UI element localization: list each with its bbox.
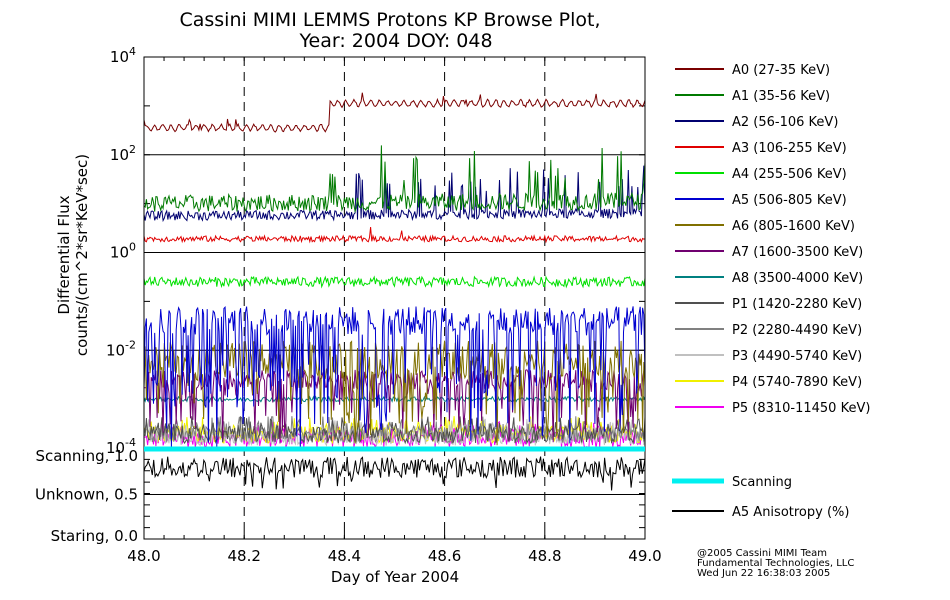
legend-label: A6 (805-1600 KeV)	[732, 219, 855, 234]
legend-entry: A8 (3500-4000 KeV)	[675, 271, 863, 286]
legend-entry: A4 (255-506 KeV)	[675, 167, 847, 182]
legend-entry: A5 (506-805 KeV)	[675, 193, 847, 208]
legend-label: A4 (255-506 KeV)	[732, 167, 847, 182]
legend-label: P2 (2280-4490 KeV)	[732, 323, 862, 338]
x-tick-label: 49.0	[628, 547, 661, 565]
credit-line-3: Wed Jun 22 16:38:03 2005	[697, 568, 830, 579]
lower-tick-label: Unknown, 0.5	[35, 486, 138, 504]
lower-panel: Scanning, 1.0 Unknown, 0.5 Staring, 0.0	[35, 446, 646, 545]
credits: @2005 Cassini MIMI Team Fundamental Tech…	[697, 548, 854, 579]
y-tick-label: 100	[110, 241, 136, 262]
x-tick-label: 48.0	[127, 547, 160, 565]
x-tick-label: 48.8	[528, 547, 561, 565]
legend-label: P1 (1420-2280 KeV)	[732, 297, 862, 312]
upper-panel: 104 102 100 10-2 10-4	[106, 45, 646, 539]
credit-line-1: @2005 Cassini MIMI Team	[697, 548, 827, 559]
x-axis: 48.0 48.2 48.4 48.6 48.8 49.0	[127, 57, 662, 565]
legend-label: P4 (5740-7890 KeV)	[732, 375, 862, 390]
legend-entry: A5 Anisotropy (%)	[672, 505, 849, 520]
anisotropy-line	[143, 456, 646, 491]
legend-entry: A6 (805-1600 KeV)	[675, 219, 855, 234]
lower-tick-label: Scanning, 1.0	[35, 447, 138, 465]
lower-plot-frame	[143, 447, 646, 540]
title-line-1: Cassini MIMI LEMMS Protons KP Browse Plo…	[179, 9, 600, 31]
chart-title: Cassini MIMI LEMMS Protons KP Browse Plo…	[179, 9, 600, 52]
y-tick-label: 10-4	[106, 436, 136, 457]
legend-label: A3 (106-255 KeV)	[732, 141, 847, 156]
legend-label: P5 (8310-11450 KeV)	[732, 401, 870, 416]
lower-tick-label: Staring, 0.0	[51, 527, 138, 545]
series-line-p1	[143, 415, 646, 445]
legend-label: A1 (35-56 KeV)	[732, 89, 830, 104]
legend-label: Scanning	[732, 475, 792, 490]
x-tick-label: 48.2	[227, 547, 260, 565]
legend-entry: A0 (27-35 KeV)	[675, 63, 830, 78]
y-tick-label: 104	[110, 45, 136, 66]
y-axis-label: Differential Flux counts/(cm^2*sr*KeV*se…	[55, 154, 91, 356]
y-label-line-1: Differential Flux	[55, 195, 73, 314]
legend-entry: A7 (1600-3500 KeV)	[675, 245, 863, 260]
legend-entry: Scanning	[672, 475, 792, 490]
series-line-a2	[143, 165, 646, 223]
legend-label: A0 (27-35 KeV)	[732, 63, 830, 78]
legend-entry: P5 (8310-11450 KeV)	[675, 401, 870, 416]
legend-entry: P1 (1420-2280 KeV)	[675, 297, 862, 312]
x-tick-label: 48.6	[428, 547, 461, 565]
legend-entry: P4 (5740-7890 KeV)	[675, 375, 862, 390]
legend-entry: A1 (35-56 KeV)	[675, 89, 830, 104]
legend: A0 (27-35 KeV) A1 (35-56 KeV) A2 (56-106 K…	[672, 63, 870, 520]
x-tick-label: 48.4	[328, 547, 361, 565]
series-line-a1	[143, 145, 646, 214]
legend-label: A5 Anisotropy (%)	[732, 505, 849, 520]
series-line-a6	[143, 340, 646, 446]
legend-entry: A3 (106-255 KeV)	[675, 141, 847, 156]
legend-label: P3 (4490-5740 KeV)	[732, 349, 862, 364]
series-line-a4	[143, 275, 646, 289]
legend-label: A5 (506-805 KeV)	[732, 193, 847, 208]
y-tick-label: 102	[110, 143, 136, 164]
legend-entry: A2 (56-106 KeV)	[675, 115, 838, 130]
legend-entry: P2 (2280-4490 KeV)	[675, 323, 862, 338]
y-tick-label: 10-2	[106, 338, 136, 359]
y-label-line-2: counts/(cm^2*sr*KeV*sec)	[73, 154, 91, 356]
x-axis-label: Day of Year 2004	[331, 568, 459, 586]
legend-label: A2 (56-106 KeV)	[732, 115, 838, 130]
legend-entry: P3 (4490-5740 KeV)	[675, 349, 862, 364]
series-line-a5	[143, 305, 646, 449]
series-line-a3	[143, 227, 646, 244]
credit-line-2: Fundamental Technologies, LLC	[697, 558, 854, 569]
title-line-2: Year: 2004 DOY: 048	[298, 30, 492, 52]
legend-label: A8 (3500-4000 KeV)	[732, 271, 863, 286]
series-line-a0	[143, 92, 646, 133]
legend-label: A7 (1600-3500 KeV)	[732, 245, 863, 260]
